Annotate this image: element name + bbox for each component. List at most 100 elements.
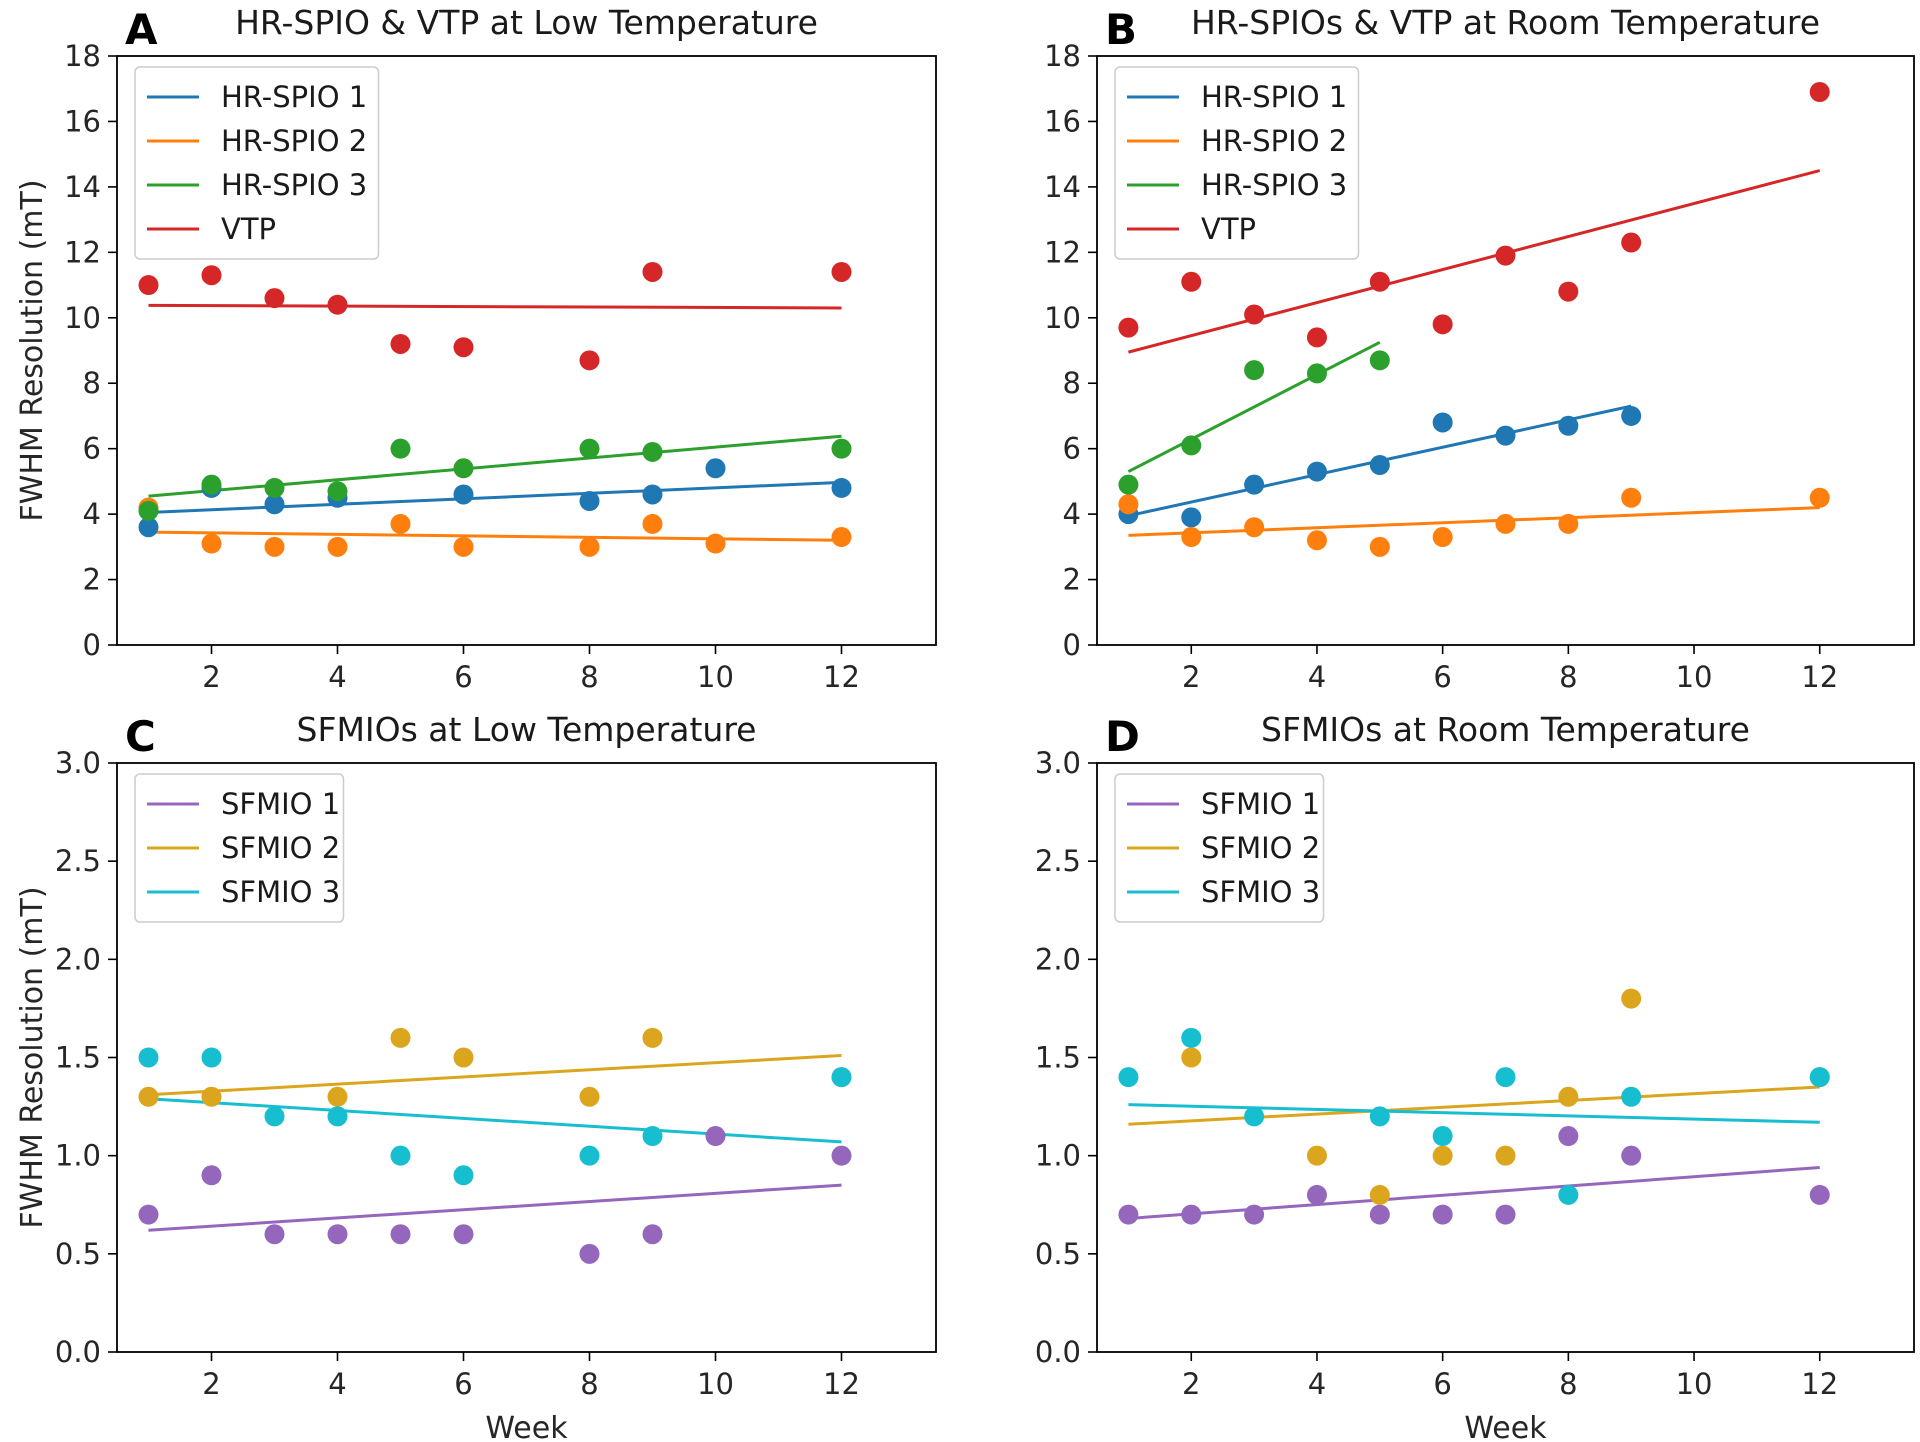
x-tick-label: 12 (823, 660, 860, 694)
y-tick-label: 18 (1044, 39, 1081, 73)
data-point (138, 275, 159, 296)
data-point (579, 438, 600, 459)
data-point (1809, 1184, 1830, 1205)
data-point (1369, 1204, 1390, 1225)
x-tick-label: 8 (1559, 1367, 1577, 1401)
data-point (1369, 1106, 1390, 1127)
trend-line (148, 1097, 842, 1144)
data-point (1181, 1027, 1202, 1048)
data-point (1621, 232, 1642, 253)
x-tick-label: 12 (1801, 660, 1838, 694)
legend: SFMIO 1 SFMIO 2 SFMIO 3 (1114, 773, 1325, 923)
panel-title: HR-SPIO & VTP at Low Temperature (235, 3, 818, 42)
data-point (201, 533, 222, 554)
data-point (1118, 1067, 1139, 1088)
data-point (642, 1126, 663, 1147)
data-point (1432, 527, 1453, 548)
legend-box (1114, 66, 1360, 260)
y-tick-label: 0 (83, 628, 101, 662)
legend-label: HR-SPIO 3 (1201, 168, 1347, 202)
panel-d: 2 4 6 8 10 12 0.0 0.5 1.0 1.5 2.0 2.5 3.0 Week SFMIOs … (1035, 710, 1915, 1442)
y-tick-label: 14 (64, 170, 101, 204)
data-point (264, 1224, 285, 1245)
trend-line (148, 1054, 842, 1097)
x-tick-label: 8 (580, 1367, 598, 1401)
data-point (831, 261, 852, 282)
data-point (1244, 474, 1265, 495)
y-axis-title: FWHM Resolution (mT) (15, 179, 50, 521)
data-point (1621, 405, 1642, 426)
data-point (1495, 513, 1516, 534)
x-tick-label: 4 (328, 660, 346, 694)
x-tick-label: 4 (328, 1367, 346, 1401)
data-point (831, 1145, 852, 1166)
data-point (453, 337, 474, 358)
data-point (327, 1224, 348, 1245)
x-axis-title: Week (485, 1411, 568, 1442)
panel-letter: B (1105, 5, 1137, 54)
data-point (264, 477, 285, 498)
panel-letter: D (1105, 712, 1140, 761)
data-point (1306, 1184, 1327, 1205)
x-tick-label: 2 (202, 1367, 220, 1401)
data-point (453, 1224, 474, 1245)
data-point (1558, 1126, 1579, 1147)
x-tick-label: 6 (454, 1367, 472, 1401)
data-point (1369, 271, 1390, 292)
data-point (1369, 455, 1390, 476)
y-tick-label: 10 (64, 301, 101, 335)
data-point (642, 441, 663, 462)
trend-line (148, 303, 842, 310)
data-point (1244, 304, 1265, 325)
data-point (138, 1086, 159, 1107)
data-point (1244, 1106, 1265, 1127)
data-point (1306, 327, 1327, 348)
x-tick-label: 2 (1182, 660, 1200, 694)
legend-label: SFMIO 3 (1201, 875, 1320, 909)
trend-line (1128, 506, 1820, 537)
data-point (1181, 1047, 1202, 1068)
panel-letter: A (125, 5, 158, 54)
data-point (1432, 412, 1453, 433)
panel-title: SFMIOs at Low Temperature (297, 710, 757, 749)
data-point (1809, 487, 1830, 508)
data-point (1621, 1086, 1642, 1107)
data-point (1558, 1184, 1579, 1205)
data-point (1181, 1204, 1202, 1225)
data-point (264, 288, 285, 309)
data-point (1181, 507, 1202, 528)
data-point (705, 1126, 726, 1147)
legend: HR-SPIO 1 HR-SPIO 2 HR-SPIO 3 VTP (1114, 66, 1360, 260)
data-point (327, 1086, 348, 1107)
x-tick-label: 10 (1676, 660, 1713, 694)
data-point (1118, 1204, 1139, 1225)
y-tick-label: 8 (1063, 366, 1081, 400)
panel-a: 2 4 6 8 10 12 0 2 4 6 8 10 12 14 16 18 FWHM Resolution (… (15, 3, 937, 694)
legend-label: SFMIO 1 (221, 787, 340, 821)
data-point (1244, 360, 1265, 381)
data-point (201, 1165, 222, 1186)
data-point (579, 536, 600, 557)
data-point (579, 350, 600, 371)
y-tick-label: 16 (64, 104, 101, 138)
data-point (1495, 1145, 1516, 1166)
data-point (579, 491, 600, 512)
data-point (1558, 281, 1579, 302)
data-point (453, 1165, 474, 1186)
data-point (1495, 245, 1516, 266)
x-tick-label: 6 (1433, 660, 1451, 694)
legend-label: SFMIO 3 (221, 875, 340, 909)
data-point (1306, 461, 1327, 482)
data-point (1432, 1204, 1453, 1225)
data-point (1495, 1067, 1516, 1088)
data-point (327, 536, 348, 557)
data-point (1118, 474, 1139, 495)
data-point (1118, 494, 1139, 515)
data-point (453, 536, 474, 557)
data-point (1181, 271, 1202, 292)
x-tick-label: 2 (1182, 1367, 1200, 1401)
data-point (579, 1243, 600, 1264)
data-point (831, 438, 852, 459)
x-tick-label: 10 (697, 1367, 734, 1401)
trend-line (1128, 1085, 1820, 1126)
